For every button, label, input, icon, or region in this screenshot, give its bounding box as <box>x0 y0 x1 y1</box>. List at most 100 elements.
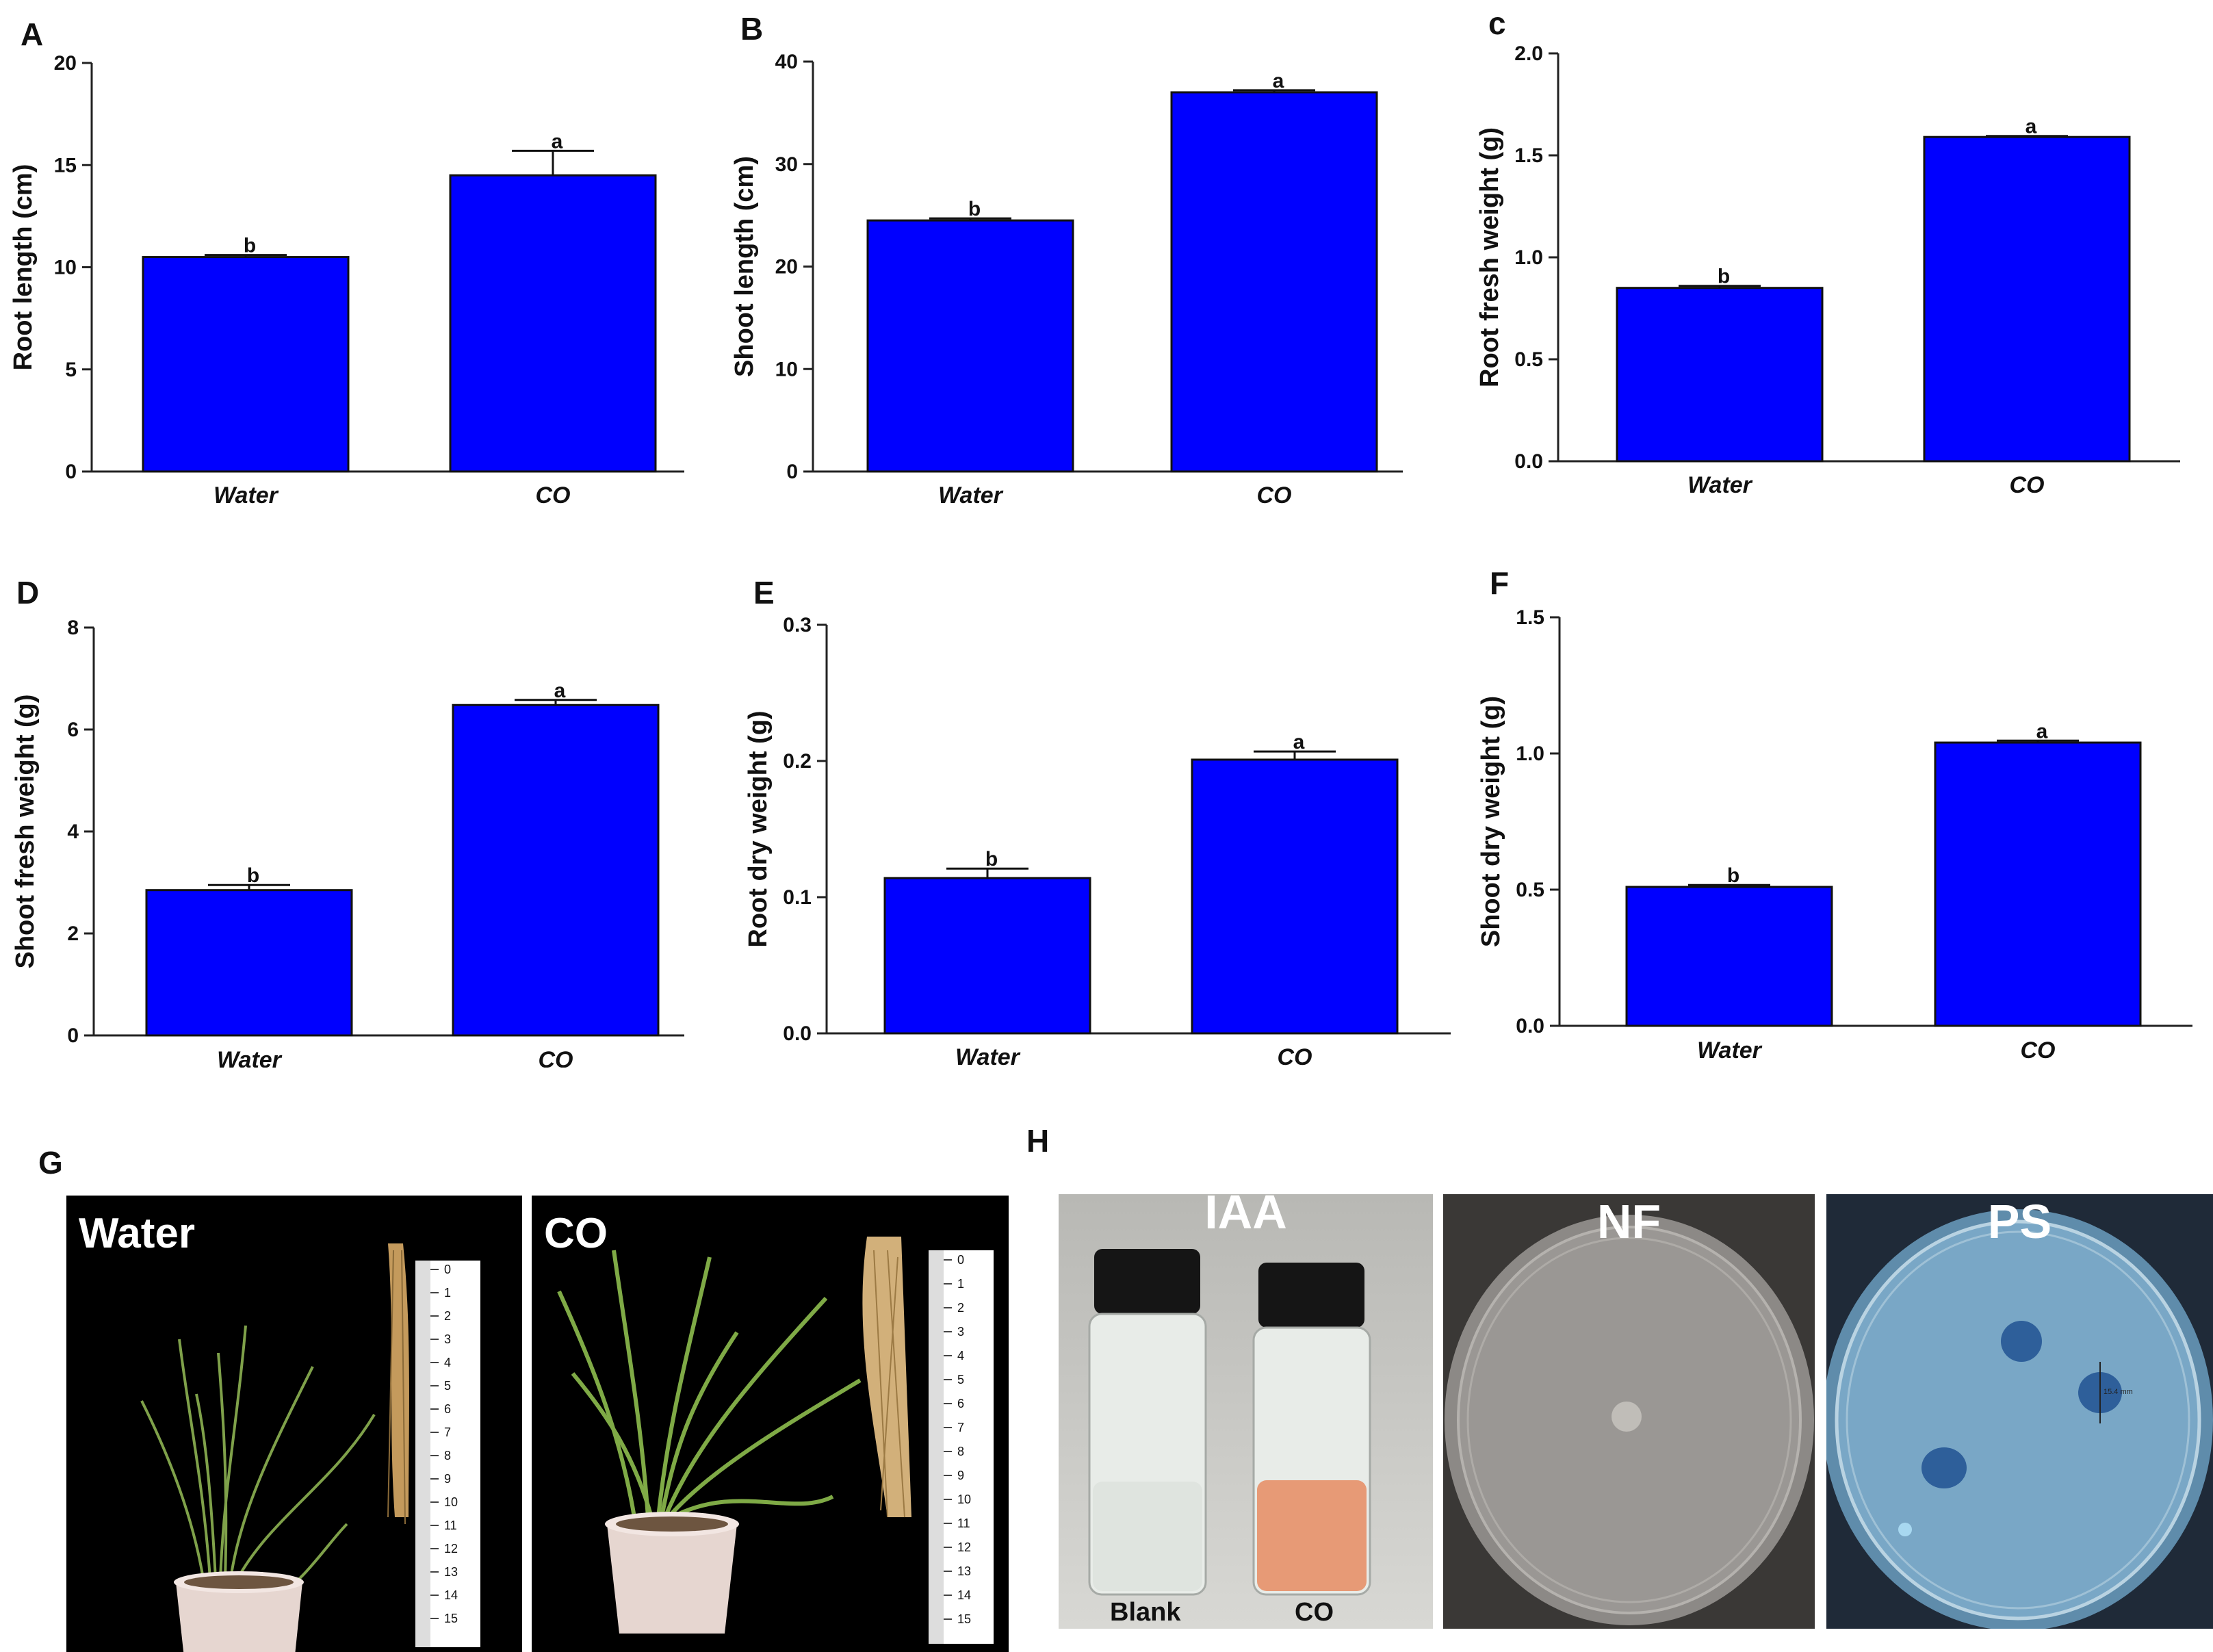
significance-letter: b <box>244 235 256 257</box>
y-tick-label: 8 <box>67 617 79 639</box>
panel-label: D <box>16 575 39 610</box>
photo-caption-iaa: IAA <box>1204 1194 1287 1239</box>
category-label: CO <box>1257 482 1292 508</box>
panel-label: B <box>740 11 763 47</box>
category-label: CO <box>536 482 571 508</box>
y-tick-label: 0.1 <box>783 886 812 909</box>
ruler-tick-label: 12 <box>444 1542 458 1556</box>
ruler-tick-label: 15 <box>957 1612 971 1626</box>
bar-co <box>449 174 657 473</box>
category-label: Water <box>217 1047 283 1068</box>
category-label: Water <box>1697 1037 1763 1063</box>
chart-panel-e: E 0.0 0.1 0.2 0.3 Root dry weight (g) b Water a C… <box>744 575 1451 1068</box>
ruler-tick-label: 1 <box>957 1277 964 1291</box>
y-tick-label: 0 <box>67 1024 79 1047</box>
chart-panel-b: B 0 10 20 30 40 Shoot length (cm) b Water a CO <box>730 11 1403 508</box>
bar-water <box>142 256 350 473</box>
roots-co <box>862 1237 911 1518</box>
ruler-tick-label: 8 <box>444 1449 451 1462</box>
significance-letter: b <box>1727 864 1739 887</box>
y-tick-label: 1.0 <box>1516 743 1544 765</box>
y-tick-label: 0.3 <box>783 614 812 636</box>
ruler-tick-label: 10 <box>957 1493 971 1506</box>
y-axis-label: Root dry weight (g) <box>744 710 773 947</box>
ruler-tick-label: 14 <box>957 1588 971 1602</box>
y-axis-label: Shoot length (cm) <box>730 156 759 377</box>
ruler-tick-label: 8 <box>957 1445 964 1458</box>
category-label: Water <box>955 1044 1021 1068</box>
plant-leaves-co <box>557 1250 862 1519</box>
ruler-tick-label: 10 <box>444 1495 458 1509</box>
photo-nf-plate: NF <box>1443 1194 1815 1629</box>
y-tick-label: 0.0 <box>1514 450 1543 473</box>
ruler-tick-label: 14 <box>444 1588 458 1602</box>
ruler-tick-label: 13 <box>444 1565 458 1579</box>
panel-label: c <box>1488 5 1506 41</box>
photo-iaa-vials: IAA Blank CO <box>1059 1194 1433 1629</box>
y-tick-label: 5 <box>65 359 77 381</box>
y-tick-label: 6 <box>67 719 79 741</box>
y-tick-label: 2.0 <box>1514 42 1543 65</box>
ruler-tick-label: 2 <box>957 1301 964 1315</box>
ruler-tick-label: 3 <box>444 1332 451 1346</box>
significance-letter: a <box>1273 70 1284 92</box>
significance-letter: b <box>247 864 259 887</box>
photo-co-plant: 0 1 2 3 4 5 6 7 8 9 10 11 12 13 14 15 CO <box>532 1196 1009 1652</box>
ruler-tick-label: 1 <box>444 1286 451 1300</box>
bar-water <box>1616 287 1824 463</box>
y-axis-label: Shoot dry weight (g) <box>1477 696 1505 947</box>
y-tick-label: 0.0 <box>1516 1015 1544 1037</box>
panel-label: F <box>1490 565 1509 601</box>
category-label: CO <box>1278 1044 1312 1068</box>
bar-co <box>1923 135 2131 463</box>
ruler-tick-label: 4 <box>957 1349 964 1363</box>
ruler-tick-label: 9 <box>957 1469 964 1482</box>
y-tick-label: 30 <box>775 153 798 176</box>
ruler-tick-label: 6 <box>444 1402 451 1416</box>
plant-pot-co <box>605 1512 739 1634</box>
y-tick-label: 40 <box>775 51 798 73</box>
category-label: Water <box>938 482 1004 508</box>
y-axis-label: Root fresh weight (g) <box>1475 127 1504 387</box>
category-label: CO <box>539 1047 573 1068</box>
plant-pot-water <box>174 1571 304 1652</box>
y-tick-label: 20 <box>775 256 798 279</box>
panel-label-h: H <box>1026 1123 1050 1159</box>
bar-water <box>883 877 1091 1035</box>
ruler-tick-label: 15 <box>444 1612 458 1625</box>
photo-caption-co: CO <box>544 1210 608 1257</box>
y-tick-label: 1.5 <box>1516 606 1544 629</box>
category-label: CO <box>2010 472 2045 498</box>
chart-panel-a: A 0 5 10 15 20 Root length (cm) b Water a CO <box>9 16 684 508</box>
chart-panel-f: F 0.0 0.5 1.0 1.5 Shoot dry weight (g) b Water a… <box>1477 565 2192 1063</box>
panel-label-g: G <box>38 1145 63 1180</box>
category-label: Water <box>1687 472 1753 498</box>
ruler-tick-label: 6 <box>957 1397 964 1410</box>
photo-caption-water: Water <box>79 1210 195 1257</box>
category-label: Water <box>213 482 279 508</box>
significance-letter: b <box>1718 266 1730 288</box>
y-axis-label: Root length (cm) <box>9 164 38 371</box>
ruler-tick-label: 0 <box>957 1253 964 1267</box>
zone-measurement: 15.4 mm <box>2104 1388 2133 1396</box>
y-axis-label: Shoot fresh weight (g) <box>11 694 40 968</box>
ruler-tick-label: 5 <box>957 1373 964 1386</box>
ruler-tick-label: 11 <box>444 1519 457 1532</box>
ruler-water <box>415 1261 480 1647</box>
ruler-tick-label: 12 <box>957 1540 971 1554</box>
bar-water <box>866 219 1074 473</box>
significance-letter: b <box>985 848 998 870</box>
chart-panel-c: c 0.0 0.5 1.0 1.5 2.0 Root fresh weight (g) b Wa… <box>1475 5 2180 498</box>
y-tick-label: 15 <box>54 154 77 177</box>
y-tick-label: 1.5 <box>1514 144 1543 167</box>
significance-letter: a <box>2036 720 2048 743</box>
significance-letter: a <box>2026 116 2037 138</box>
y-tick-label: 0.0 <box>783 1022 812 1045</box>
y-tick-label: 4 <box>67 821 79 843</box>
significance-letter: a <box>1293 731 1305 753</box>
vial-label-blank: Blank <box>1110 1598 1181 1627</box>
y-tick-label: 0 <box>65 461 77 483</box>
photo-water-plant: 0 1 2 3 4 5 6 7 8 9 10 11 12 13 14 15 Water <box>66 1196 522 1652</box>
photo-ps-plate: PS 15.4 mm <box>1826 1194 2213 1629</box>
roots-water <box>387 1243 409 1525</box>
